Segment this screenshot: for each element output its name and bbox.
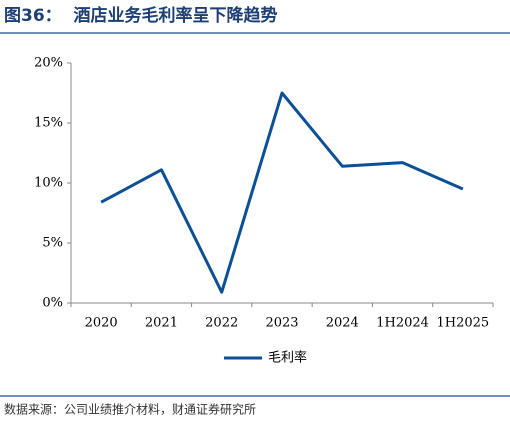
- x-tick-label: 2022: [205, 316, 238, 331]
- y-tick-label: 0%: [42, 296, 63, 311]
- data-line: [100, 91, 464, 294]
- x-tick-label: 2021: [145, 316, 178, 331]
- x-tick-label: 2023: [265, 316, 298, 331]
- y-tick-label: 15%: [34, 116, 63, 131]
- x-tick-label: 1H2024: [376, 316, 429, 331]
- chart-title: 图36： 酒店业务毛利率呈下降趋势: [4, 5, 278, 26]
- y-tick-label: 20%: [34, 56, 63, 71]
- y-tick-label: 10%: [34, 176, 63, 191]
- x-tick-label: 2020: [85, 316, 118, 331]
- y-tick-label: 5%: [42, 236, 63, 251]
- x-tick-label: 1H2025: [437, 316, 490, 331]
- source-note: 数据来源：公司业绩推介材料，财通证券研究所: [4, 402, 256, 417]
- x-tick-label: 2024: [326, 316, 359, 331]
- legend-label: 毛利率: [268, 350, 307, 366]
